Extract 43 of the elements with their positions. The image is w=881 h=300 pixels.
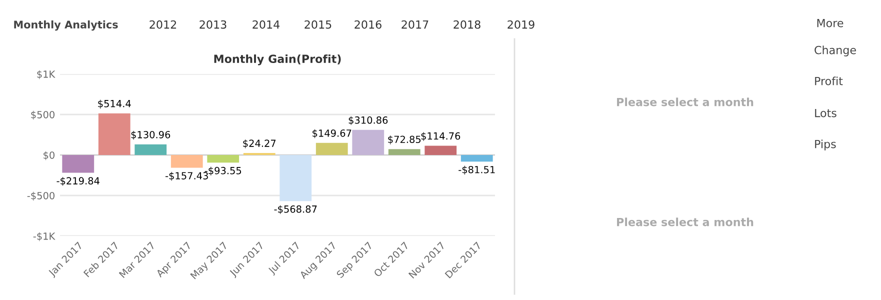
bar bbox=[316, 142, 348, 155]
bar bbox=[170, 155, 203, 168]
text: Change bbox=[814, 46, 856, 56]
data-label: $130.96 bbox=[131, 130, 170, 140]
y-tick-label: $0 bbox=[44, 151, 54, 160]
data-label: $149.67 bbox=[312, 129, 352, 138]
bar bbox=[460, 155, 493, 162]
data-label: $72.85 bbox=[388, 136, 421, 144]
data-label: $114.76 bbox=[421, 132, 460, 141]
bar bbox=[280, 155, 312, 202]
y-tick-label: $1K bbox=[37, 70, 56, 80]
data-label: -$81.51 bbox=[458, 166, 495, 175]
bar bbox=[388, 149, 420, 155]
bar bbox=[134, 144, 167, 155]
text: 2017 bbox=[402, 20, 428, 29]
data-label: $514.4 bbox=[98, 100, 131, 109]
text: 2012 bbox=[150, 20, 176, 29]
text: More bbox=[817, 18, 844, 28]
text: 2018 bbox=[454, 20, 480, 29]
text: 2015 bbox=[304, 20, 332, 29]
bar bbox=[62, 155, 94, 173]
text: Please select a month bbox=[617, 218, 754, 226]
data-label: -$219.84 bbox=[56, 176, 100, 186]
bar bbox=[424, 146, 457, 155]
bar bbox=[207, 155, 240, 163]
chart-title: Monthly Gain(Profit) bbox=[214, 54, 341, 66]
text: Lots bbox=[815, 108, 836, 118]
text: Profit bbox=[815, 76, 843, 86]
data-label: -$568.87 bbox=[274, 205, 317, 214]
bar bbox=[352, 130, 384, 155]
text: 2019 bbox=[508, 20, 534, 29]
text: 2014 bbox=[252, 20, 280, 29]
data-label: $310.86 bbox=[348, 116, 388, 126]
text: 2013 bbox=[200, 20, 226, 29]
y-tick-label: -$1K bbox=[33, 232, 56, 242]
data-label: $24.27 bbox=[243, 139, 276, 148]
text: 2016 bbox=[354, 20, 382, 29]
bar bbox=[98, 113, 130, 155]
y-tick-label: -$500 bbox=[27, 192, 54, 201]
text: Monthly Analytics bbox=[14, 20, 118, 31]
y-tick-label: $500 bbox=[31, 110, 54, 120]
text: Pips bbox=[815, 140, 836, 150]
text: Please select a month bbox=[617, 98, 754, 106]
